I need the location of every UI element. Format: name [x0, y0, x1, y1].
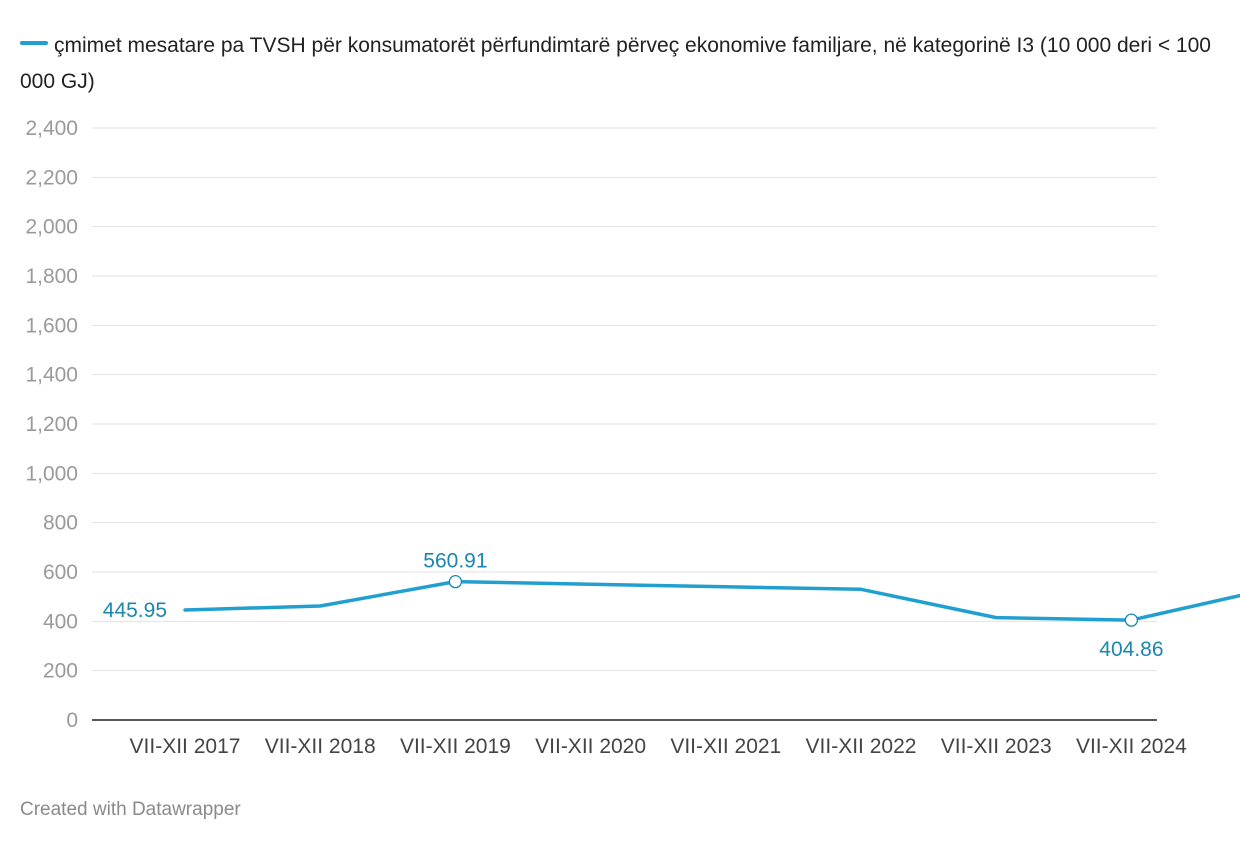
y-tick-label: 1,600	[25, 314, 78, 337]
x-tick-label: VII-XII 2023	[941, 735, 1052, 758]
x-axis-tick-labels: VII-XII 2017 VII-XII 2018 VII-XII 2019 VII-…	[130, 735, 1188, 758]
y-axis-tick-labels: 0 200 400 600 800 1,000 1,200 1,400 1,600 1,800 2,…	[25, 117, 78, 732]
x-tick-label: VII-XII 2020	[535, 735, 646, 758]
y-tick-label: 1,000	[25, 462, 78, 485]
x-tick-label: VII-XII 2024	[1076, 735, 1187, 758]
data-label: 560.91	[423, 550, 487, 573]
legend: çmimet mesatare pa TVSH për konsumatorët…	[20, 28, 1225, 100]
legend-label: çmimet mesatare pa TVSH për konsumatorët…	[20, 34, 1211, 93]
y-tick-label: 400	[43, 610, 78, 633]
footer-credit: Created with Datawrapper	[20, 799, 241, 820]
line-chart: 0 200 400 600 800 1,000 1,200 1,400 1,600 1,800 2,…	[25, 117, 1240, 758]
x-tick-label: VII-XII 2018	[265, 735, 376, 758]
grid-lines	[92, 127, 1157, 721]
y-tick-label: 1,400	[25, 364, 78, 387]
data-markers	[448, 574, 1139, 627]
legend-swatch	[20, 41, 48, 46]
series-line	[183, 579, 1240, 622]
series-line-path	[183, 579, 1240, 622]
y-tick-label: 2,200	[25, 166, 78, 189]
data-label: 445.95	[103, 599, 167, 622]
x-tick-label: VII-XII 2021	[670, 735, 781, 758]
data-point-marker	[448, 574, 463, 589]
y-tick-label: 1,200	[25, 413, 78, 436]
y-tick-label: 1,800	[25, 265, 78, 288]
y-tick-label: 2,000	[25, 216, 78, 239]
data-point-marker	[1124, 613, 1139, 627]
data-label: 404.86	[1099, 638, 1163, 661]
y-tick-label: 2,400	[25, 117, 78, 140]
x-tick-label: VII-XII 2019	[400, 735, 511, 758]
x-tick-label: VII-XII 2017	[130, 735, 241, 758]
data-labels: 445.95560.91404.86528.872,268.371,125.19…	[103, 550, 1164, 661]
x-tick-label: VII-XII 2022	[806, 735, 917, 758]
y-tick-label: 200	[43, 660, 78, 683]
y-tick-label: 800	[43, 512, 78, 535]
y-tick-label: 600	[43, 561, 78, 584]
y-tick-label: 0	[66, 709, 78, 732]
